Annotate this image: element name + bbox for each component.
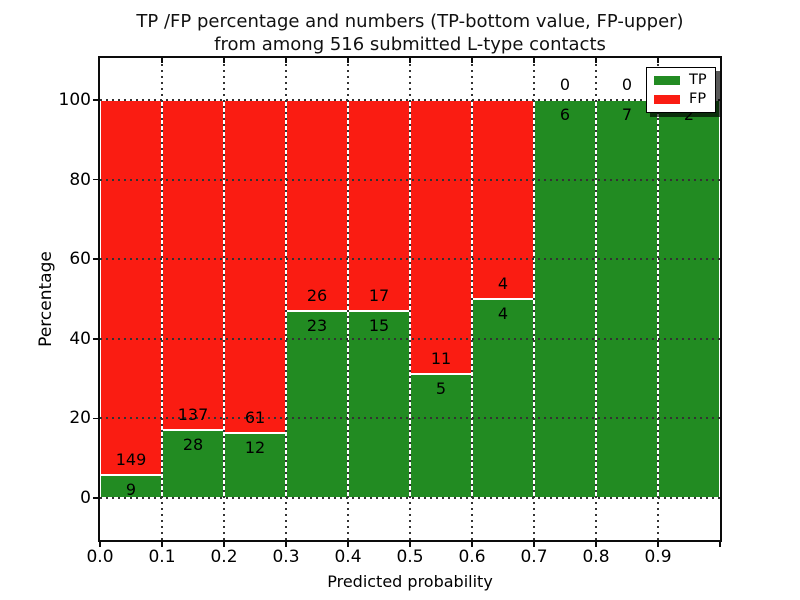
x-tick-label: 0.3	[272, 547, 300, 567]
fp-count-label: 61	[244, 407, 266, 427]
top-tick	[347, 58, 349, 63]
v-gridline	[161, 58, 163, 540]
bar-segment-tp	[534, 100, 596, 498]
fp-count-label: 149	[115, 450, 147, 470]
v-gridline	[595, 58, 597, 540]
v-gridline	[657, 58, 659, 540]
y-tick	[93, 417, 98, 420]
x-axis-label: Predicted probability	[327, 572, 493, 591]
x-tick-label: 0.9	[644, 547, 672, 567]
bar-segment-tp	[472, 299, 534, 498]
x-tick	[533, 542, 535, 547]
x-tick-label: 0.1	[148, 547, 176, 567]
tp-count-label: 4	[497, 304, 509, 323]
legend: TP FP	[646, 67, 716, 113]
plot-area: 14991372861122623171511544060702	[98, 56, 722, 542]
legend-fp-label: FP	[689, 91, 707, 107]
v-gridline	[533, 58, 535, 540]
tp-count-label: 5	[435, 378, 447, 398]
legend-entry-tp: TP	[654, 73, 708, 87]
y-tick-label: 80	[69, 169, 91, 190]
x-tick-label: 0.0	[86, 547, 114, 567]
top-tick	[657, 58, 659, 63]
bar-segment-fp	[162, 100, 224, 431]
x-tick-label: 0.6	[458, 547, 486, 567]
x-tick-label: 0.7	[520, 547, 548, 567]
top-tick	[161, 58, 163, 63]
chart-title-line2: from among 516 submitted L-type contacts	[214, 34, 606, 55]
bar-segment-fp	[472, 100, 534, 299]
fp-count-label: 0	[621, 75, 633, 94]
x-tick-label: 0.8	[582, 547, 610, 567]
chart-title-line1: TP /FP percentage and numbers (TP-bottom…	[136, 11, 684, 32]
v-gridline	[471, 58, 473, 540]
top-tick	[285, 58, 287, 63]
legend-entry-fp: FP	[654, 92, 708, 106]
bar-segment-fp	[100, 100, 162, 476]
v-gridline	[409, 58, 411, 540]
tp-count-label: 23	[306, 316, 328, 336]
tp-count-label: 28	[182, 435, 204, 455]
legend-tp-swatch-icon	[654, 75, 680, 85]
x-tick	[409, 542, 411, 547]
y-tick	[93, 338, 98, 340]
tp-count-label: 15	[368, 316, 390, 336]
x-tick	[223, 542, 225, 547]
tp-count-label: 9	[125, 480, 137, 500]
top-tick	[223, 58, 225, 63]
bar-segment-fp	[286, 100, 348, 312]
bar-segment-fp	[224, 100, 286, 433]
v-gridline	[285, 58, 287, 540]
tp-count-label: 7	[621, 105, 633, 124]
x-tick	[471, 542, 473, 547]
x-tick	[657, 542, 659, 547]
v-gridline	[223, 58, 225, 540]
top-tick	[471, 58, 473, 63]
x-tick	[347, 542, 349, 547]
v-gridline	[347, 58, 349, 540]
bar-segment-fp	[410, 100, 472, 374]
x-tick	[595, 542, 597, 547]
x-tick	[99, 542, 101, 547]
bar-segment-tp	[348, 311, 410, 498]
top-tick	[533, 58, 535, 63]
legend-tp-label: TP	[689, 72, 707, 88]
fp-count-label: 0	[559, 75, 571, 94]
top-tick	[595, 58, 597, 63]
x-tick	[285, 542, 287, 547]
fp-count-label: 17	[368, 286, 390, 306]
legend-fp-swatch-icon	[654, 94, 680, 104]
y-tick-label: 40	[69, 328, 91, 349]
chart-title: TP /FP percentage and numbers (TP-bottom…	[100, 10, 720, 56]
fp-count-label: 137	[177, 405, 209, 425]
top-tick	[409, 58, 411, 63]
y-tick	[93, 178, 98, 181]
y-tick-label: 100	[58, 90, 91, 110]
y-tick	[93, 497, 98, 499]
x-tick-label: 0.5	[396, 547, 424, 567]
bar-segment-fp	[348, 100, 410, 312]
y-tick-label: 20	[69, 408, 91, 429]
y-tick-label: 60	[69, 249, 91, 270]
y-tick-label: 0	[80, 488, 91, 508]
y-tick	[93, 258, 98, 260]
tp-count-label: 6	[559, 105, 571, 124]
x-tick	[719, 542, 721, 547]
bar-segment-tp	[596, 100, 658, 498]
fp-count-label: 4	[497, 274, 509, 293]
x-tick	[161, 542, 163, 547]
fp-count-label: 26	[306, 286, 328, 306]
x-tick-label: 0.2	[210, 547, 238, 567]
x-tick-label: 0.4	[334, 547, 362, 567]
fp-count-label: 11	[430, 348, 452, 368]
bar-segment-tp	[658, 100, 720, 498]
y-tick	[93, 99, 98, 101]
tp-count-label: 12	[244, 437, 266, 457]
tp-count-label: 2	[683, 105, 695, 124]
